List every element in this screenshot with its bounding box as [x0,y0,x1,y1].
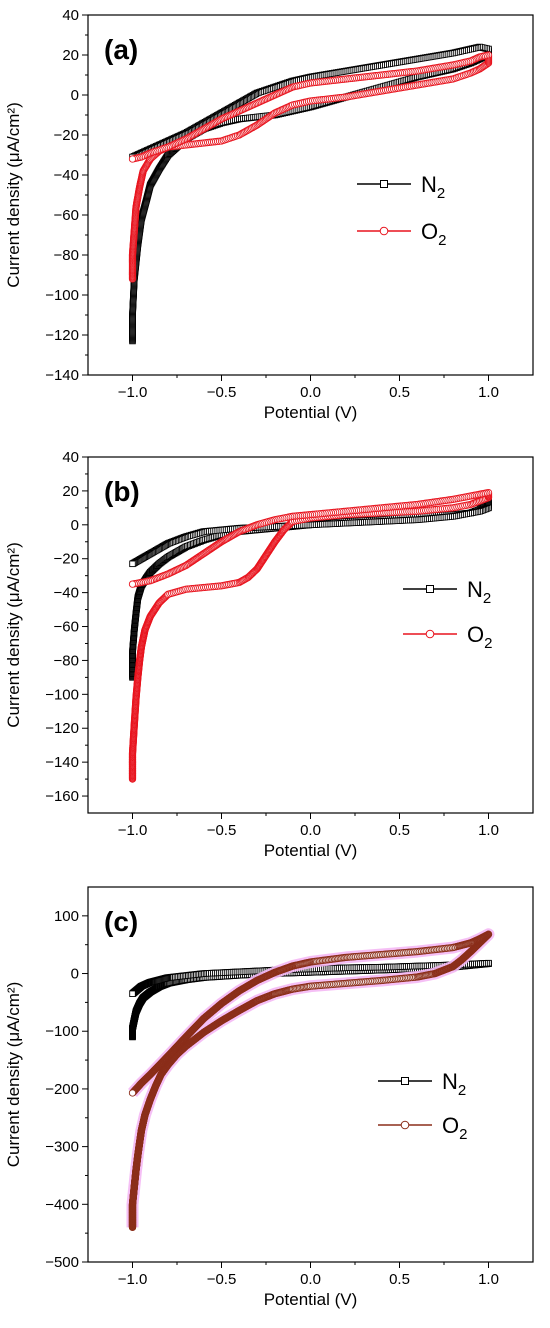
legend-label-main: N [442,1069,458,1094]
data-point [129,990,136,997]
y-tick-label: −100 [45,287,79,304]
y-tick-label: 20 [62,47,79,64]
y-tick-label: −60 [54,619,79,636]
x-tick-label: −0.5 [207,384,237,401]
legend-entry-N2: N2 [357,172,445,202]
legend-marker [380,180,388,188]
x-tick-label: 0.5 [389,822,410,839]
legend-label-subscript: 2 [458,1082,466,1099]
legend-label-subscript: 2 [437,185,445,202]
y-tick-label: −160 [45,788,79,805]
y-tick-label: −20 [54,551,79,568]
legend-label-main: O [421,219,438,244]
y-tick-label: −400 [45,1196,79,1213]
y-tick-label: −20 [54,127,79,144]
x-axis-title: Potential (V) [264,403,358,422]
y-axis-title: Current density (μA/cm²) [4,982,23,1168]
legend-label: N2 [467,577,491,607]
x-tick-label: 1.0 [478,822,499,839]
panel-label: (b) [104,476,140,507]
y-tick-label: 0 [71,87,79,104]
legend-label-main: N [467,577,483,602]
legend-marker [426,585,434,593]
legend-marker [400,1120,410,1130]
series-O2 [128,488,493,783]
y-tick-label: −120 [45,720,79,737]
y-tick-label: 0 [71,517,79,534]
y-tick-label: −120 [45,327,79,344]
y-tick-label: −40 [54,585,79,602]
x-tick-label: 0.5 [389,1271,410,1288]
chart-panel-c: −1.0 −0.5 0.0 0.5 1.0 −500 −400 −300 −200 −100 0 10… [4,886,534,1309]
y-tick-label: −40 [54,167,79,184]
y-axis-title: Current density (μA/cm²) [4,102,23,288]
legend-entry-N2: N2 [378,1069,466,1099]
x-tick-label: 0.0 [300,384,321,401]
data-point [128,580,137,588]
legend-label: O2 [442,1113,467,1143]
x-tick-label: −0.5 [207,1271,237,1288]
legend-entry-O2: O2 [378,1113,467,1143]
y-tick-label: 20 [62,483,79,500]
legend-label: O2 [467,622,492,652]
y-axis-title: Current density (μA/cm²) [4,542,23,728]
legend-label: N2 [442,1069,466,1099]
x-tick-label: 0.0 [300,1271,321,1288]
x-tick-label: −1.0 [118,384,148,401]
legend-entry-N2: N2 [403,577,491,607]
legend-label-main: O [442,1113,459,1138]
panel-label: (a) [104,34,138,65]
series-O2 [128,51,493,283]
legend-label: N2 [421,172,445,202]
y-tick-label: −140 [45,754,79,771]
y-tick-label: −200 [45,1081,79,1098]
x-tick-label: 1.0 [478,1271,499,1288]
legend-marker [401,1077,409,1085]
legend-label-subscript: 2 [459,1126,467,1143]
y-tick-label: −80 [54,652,79,669]
legend-label: O2 [421,219,446,249]
x-tick-label: 0.0 [300,822,321,839]
x-tick-label: −0.5 [207,822,237,839]
legend-label-main: N [421,172,437,197]
legend-label-subscript: 2 [483,590,491,607]
y-tick-label: 100 [54,908,79,925]
x-tick-label: 1.0 [478,384,499,401]
y-tick-label: −140 [45,367,79,384]
y-tick-label: −300 [45,1139,79,1156]
legend-label-subscript: 2 [484,635,492,652]
legend-marker [425,629,435,639]
y-tick-label: 40 [62,449,79,466]
x-tick-label: −1.0 [118,1271,148,1288]
x-tick-label: −1.0 [118,822,148,839]
y-tick-label: 0 [71,966,79,983]
series-line [131,53,490,279]
data-point [128,155,137,163]
y-tick-label: 40 [62,7,79,24]
legend-label-subscript: 2 [438,232,446,249]
legend-entry-O2: O2 [403,622,492,652]
chart-panel-b: −1.0 −0.5 0.0 0.5 1.0 −160 −140 −120 −100 −80 −60 −… [4,449,534,860]
panel-label: (c) [104,906,138,937]
plot-frame [87,14,534,376]
legend-marker [379,226,389,236]
y-tick-label: −500 [45,1254,79,1271]
x-tick-label: 0.5 [389,384,410,401]
series-O2 [126,928,495,1232]
y-tick-label: −60 [54,207,79,224]
y-tick-label: −100 [45,1023,79,1040]
data-point [129,560,136,568]
y-tick-label: −100 [45,686,79,703]
y-tick-label: −80 [54,247,79,264]
chart-panel-a: −1.0 −0.5 0.0 0.5 1.0 −140 −120 −100 −80 −60 −40 −2… [4,7,534,422]
x-axis-title: Potential (V) [264,1290,358,1309]
legend-label-main: O [467,622,484,647]
data-point [128,1089,137,1097]
x-axis-title: Potential (V) [264,841,358,860]
legend-entry-O2: O2 [357,219,446,249]
